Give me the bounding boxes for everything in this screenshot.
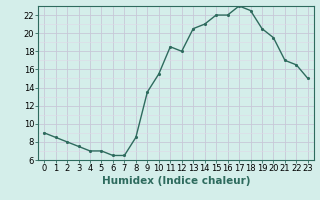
X-axis label: Humidex (Indice chaleur): Humidex (Indice chaleur): [102, 176, 250, 186]
